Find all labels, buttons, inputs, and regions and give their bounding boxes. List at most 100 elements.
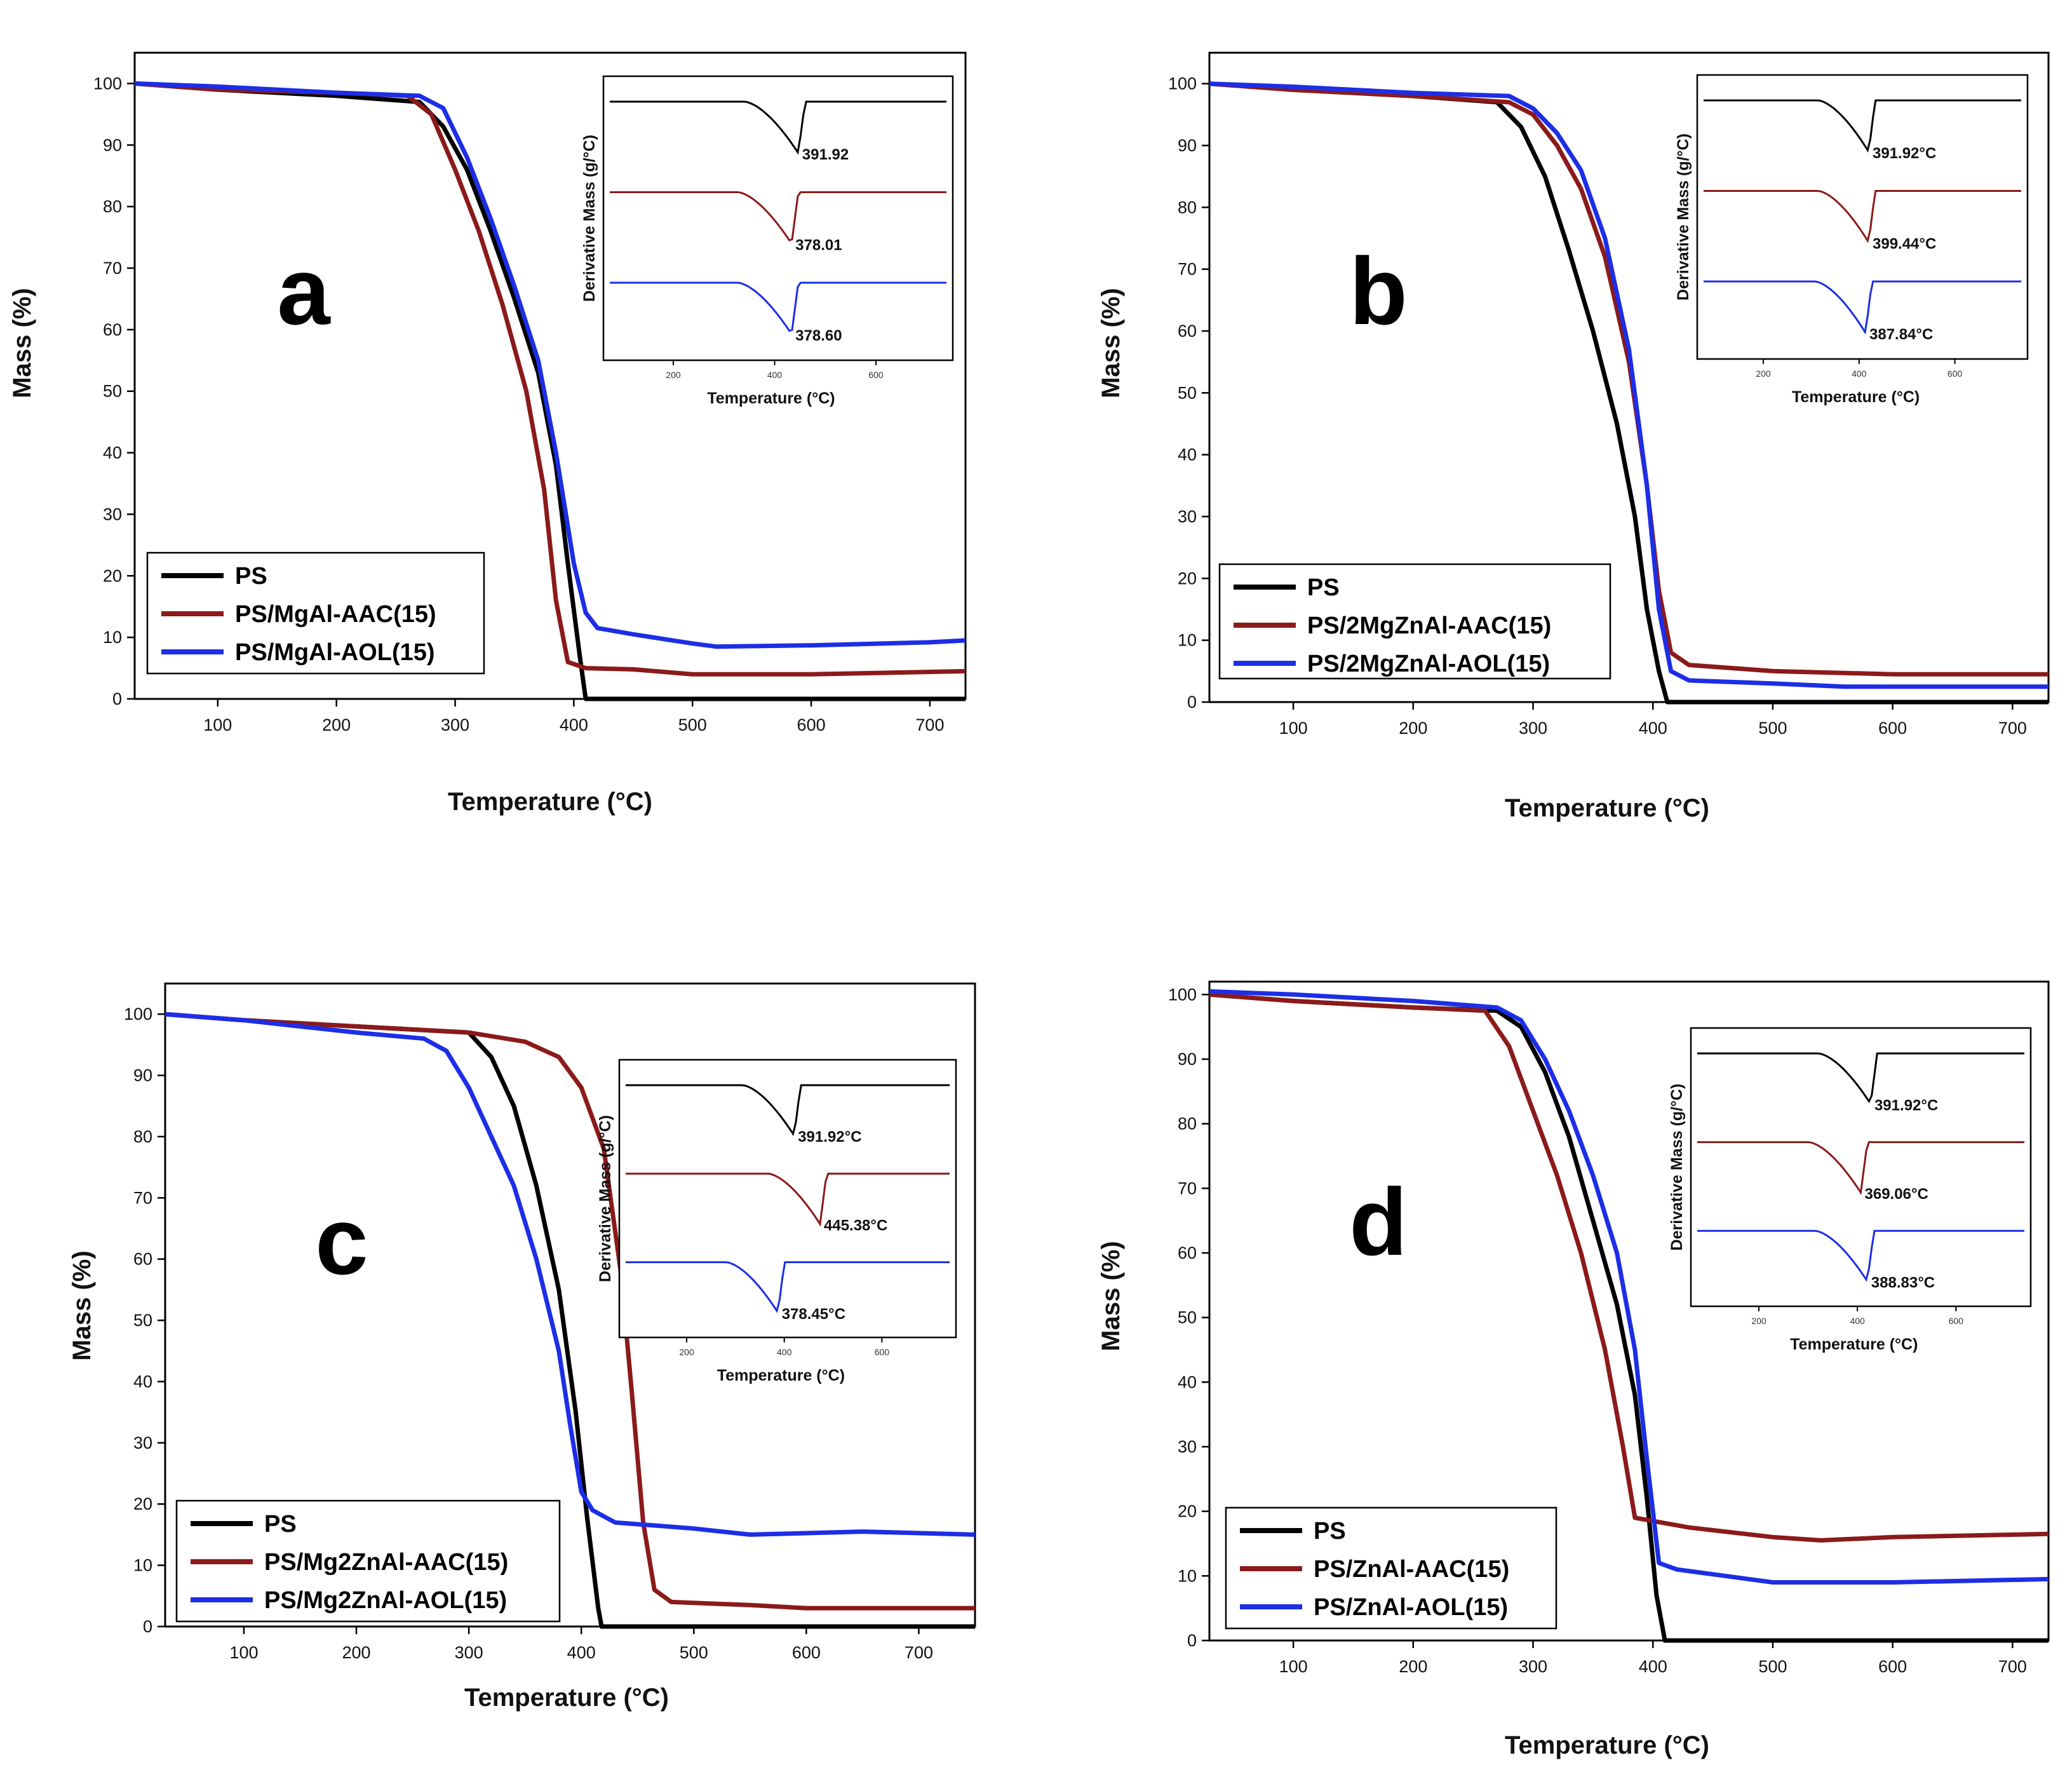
- inset-x-tick-label: 600: [1948, 369, 1963, 379]
- inset-x-tick-label: 400: [1852, 369, 1867, 379]
- y-tick-label: 70: [1178, 260, 1197, 279]
- panel-letter: b: [1349, 238, 1408, 344]
- y-tick-label: 60: [1178, 1243, 1197, 1262]
- x-tick-label: 200: [1399, 1657, 1427, 1676]
- x-tick-label: 600: [1878, 1657, 1907, 1676]
- y-tick-label: 50: [103, 382, 122, 401]
- y-tick-label: 70: [133, 1188, 152, 1207]
- x-tick-label: 500: [678, 715, 707, 734]
- x-tick-label: 200: [322, 715, 351, 734]
- x-tick-label: 100: [229, 1643, 258, 1662]
- inset-curve-0: [626, 1084, 950, 1137]
- inset-x-title: Temperature (°C): [707, 389, 835, 407]
- y-axis-title: Mass (%): [68, 1250, 96, 1360]
- y-tick-label: 10: [1178, 631, 1197, 650]
- y-tick-label: 60: [1178, 321, 1197, 341]
- series-line-2: [134, 81, 966, 649]
- plot-frame: [133, 51, 967, 700]
- inset-peak-label-0: 391.92°C: [1873, 145, 1936, 162]
- y-tick-label: 30: [1178, 507, 1197, 526]
- y-tick-label: 90: [133, 1066, 152, 1085]
- legend: PS PS/MgAl-AAC(15) PS/MgAl-AOL(15): [146, 551, 485, 675]
- plot-frame: [1208, 51, 2050, 703]
- x-tick-label: 600: [792, 1643, 821, 1662]
- x-tick-label: 700: [1998, 719, 2027, 738]
- y-tick-label: 80: [133, 1127, 152, 1146]
- inset-y-title: Derivative Mass (g/°C): [581, 135, 598, 302]
- x-tick-label: 300: [1519, 719, 1547, 738]
- inset-x-tick-label: 600: [868, 370, 884, 380]
- inset-y-title: Derivative Mass (g/°C): [1674, 133, 1692, 301]
- inset-x-tick-label: 200: [666, 370, 681, 380]
- y-tick-label: 20: [103, 566, 122, 585]
- inset-x-title: Temperature (°C): [1790, 1336, 1918, 1353]
- y-axis-title: Mass (%): [1097, 288, 1125, 398]
- inset-x-tick-label: 400: [1850, 1316, 1865, 1326]
- y-tick-label: 30: [103, 504, 122, 524]
- x-tick-label: 400: [1639, 719, 1667, 738]
- x-tick-label: 300: [455, 1643, 483, 1662]
- inset-frame: [618, 1059, 957, 1339]
- plot-frame: [164, 982, 976, 1628]
- series-line-2: [165, 1011, 976, 1537]
- inset-dtg: 391.92°C 369.06°C 388.83°C 200 400 600 Tempera…: [1668, 1027, 2032, 1353]
- panel-letter: a: [277, 238, 331, 344]
- inset-peak-label-2: 388.83°C: [1871, 1275, 1935, 1292]
- series-line-2: [1209, 81, 2048, 689]
- series-line-1: [1209, 81, 2048, 677]
- inset-curve-2: [1704, 280, 2021, 335]
- y-tick-label: 40: [103, 443, 122, 463]
- inset-peak-label-0: 391.92°C: [798, 1128, 861, 1146]
- y-tick-label: 90: [1178, 136, 1197, 155]
- inset-x-title: Temperature (°C): [717, 1367, 845, 1384]
- inset-curve-2: [626, 1261, 950, 1313]
- y-tick-label: 10: [1178, 1566, 1197, 1585]
- x-tick-label: 100: [1279, 719, 1308, 738]
- legend-label-1: PS/MgAl-AAC(15): [235, 601, 436, 628]
- legend-label-0: PS: [235, 563, 267, 590]
- inset-curve-1: [610, 191, 946, 241]
- inset-peak-label-0: 391.92°C: [1874, 1097, 1938, 1114]
- y-tick-label: 10: [103, 628, 122, 647]
- inset-peak-label-1: 445.38°C: [824, 1217, 887, 1234]
- y-tick-label: 90: [1178, 1050, 1197, 1069]
- series-line-1: [165, 1011, 975, 1611]
- y-axis-title: Mass (%): [8, 288, 36, 398]
- inset-frame: [1690, 1027, 2032, 1308]
- series-line-1: [1209, 992, 2049, 1543]
- y-tick-label: 10: [133, 1556, 152, 1575]
- legend-box: [1218, 563, 1611, 680]
- x-tick-label: 500: [1758, 719, 1787, 738]
- y-tick-label: 100: [1168, 74, 1197, 93]
- inset-curve-2: [610, 281, 946, 332]
- x-tick-label: 200: [1399, 719, 1427, 738]
- y-tick-label: 100: [124, 1004, 152, 1024]
- x-axis-title: Temperature (°C): [448, 788, 652, 816]
- legend-label-2: PS/2MgZnAl-AOL(15): [1307, 651, 1550, 677]
- y-tick-label: 100: [93, 74, 122, 93]
- legend-label-2: PS/ZnAl-AOL(15): [1314, 1594, 1508, 1621]
- inset-x-tick-label: 200: [1756, 369, 1771, 379]
- inset-x-tick-label: 400: [767, 370, 783, 380]
- legend-label-2: PS/MgAl-AOL(15): [235, 639, 435, 666]
- y-tick-label: 50: [133, 1311, 152, 1330]
- legend-label-1: PS/2MgZnAl-AAC(15): [1307, 612, 1551, 639]
- x-tick-label: 500: [1758, 1657, 1787, 1676]
- inset-curve-1: [1697, 1141, 2024, 1196]
- panel-letter: d: [1349, 1168, 1408, 1275]
- y-tick-label: 40: [1178, 445, 1197, 464]
- y-tick-label: 70: [1178, 1179, 1197, 1198]
- inset-x-tick-label: 600: [875, 1347, 890, 1357]
- y-tick-label: 80: [103, 197, 122, 216]
- y-tick-label: 40: [133, 1372, 152, 1391]
- inset-x-tick-label: 200: [679, 1347, 694, 1357]
- y-tick-label: 60: [103, 320, 122, 339]
- y-tick-label: 70: [103, 259, 122, 278]
- legend: PS PS/Mg2ZnAl-AAC(15) PS/Mg2ZnAl-AOL(15): [175, 1499, 561, 1623]
- x-tick-label: 600: [797, 715, 826, 734]
- legend-label-0: PS: [264, 1511, 297, 1538]
- y-axis-title: Mass (%): [1097, 1241, 1125, 1351]
- inset-peak-label-2: 378.45°C: [782, 1306, 845, 1323]
- inset-peak-label-1: 369.06°C: [1865, 1186, 1928, 1203]
